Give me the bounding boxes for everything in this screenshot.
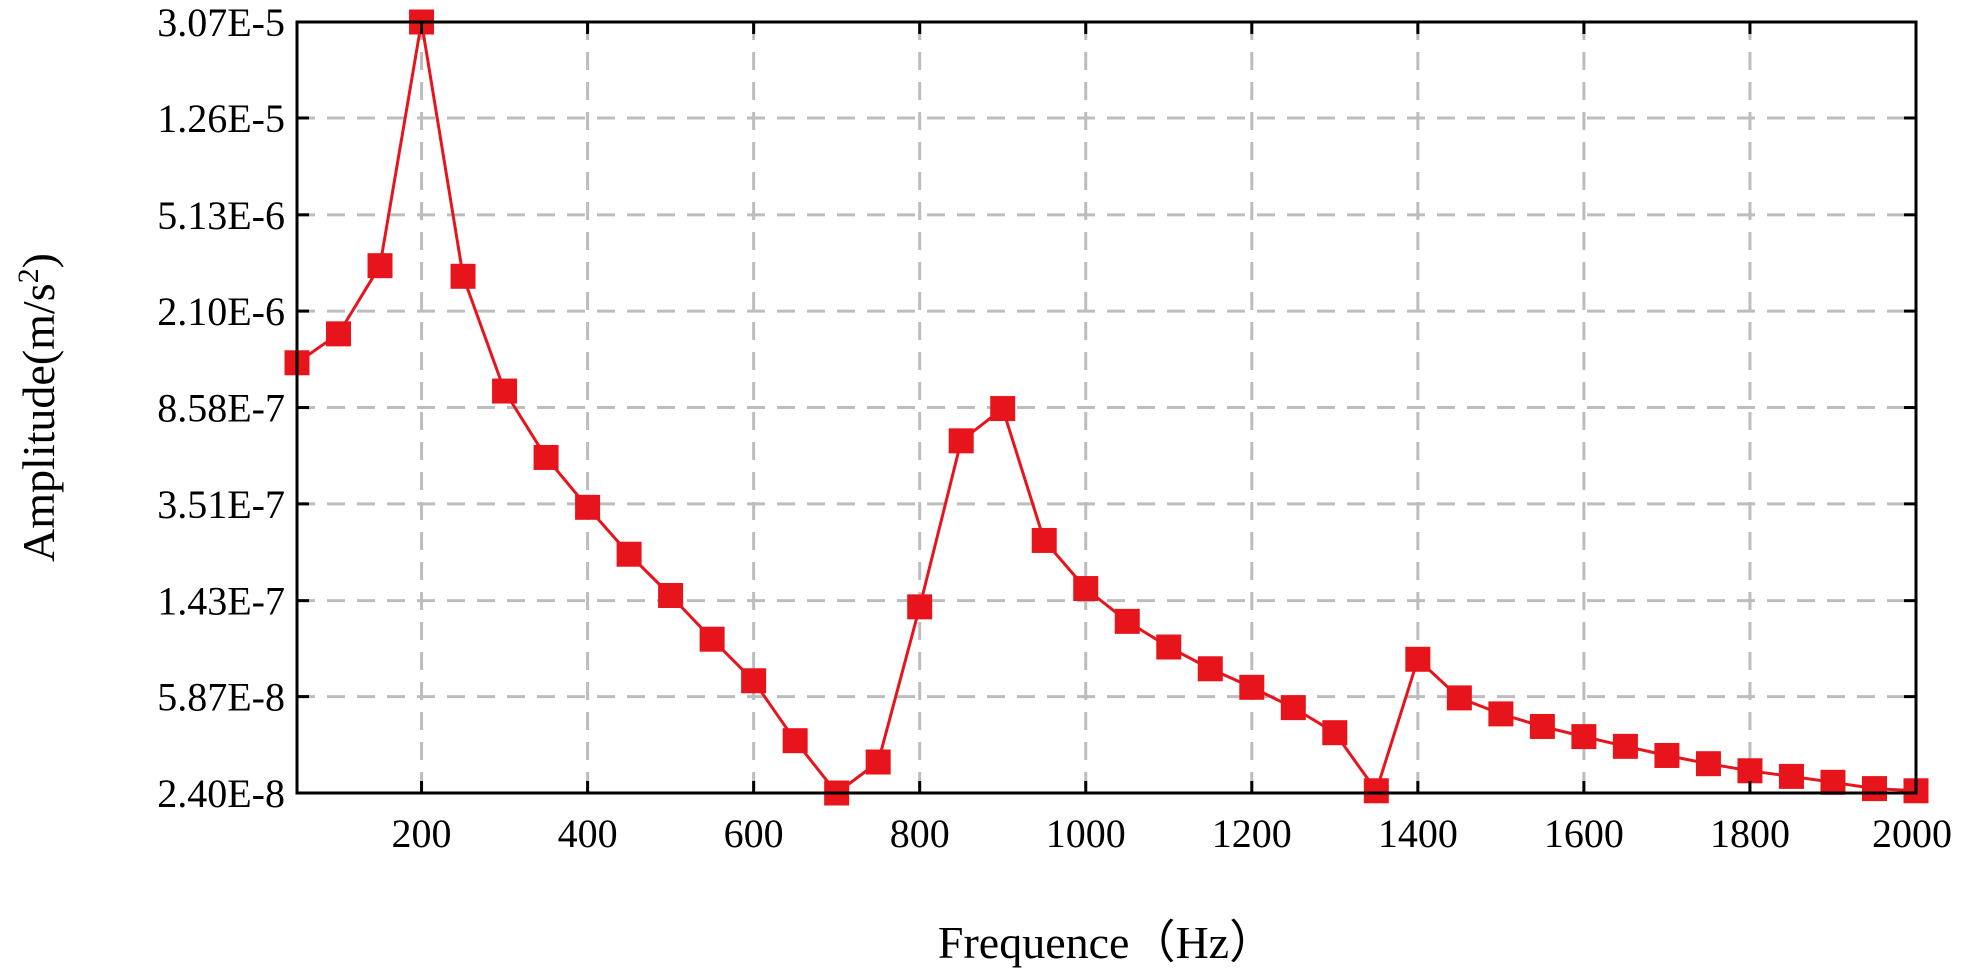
data-point [1571,724,1597,750]
series-line [296,20,1917,795]
x-tick-label: 200 [392,811,452,856]
y-tick-label: 3.07E-5 [157,0,285,45]
data-point [1446,685,1472,711]
tick-labels: 200 400 600 800 1000 1200 1400 1600 1800 2000 3.07… [157,0,1952,856]
x-tick-label: 800 [890,811,950,856]
data-point [533,444,559,470]
y-tick-label: 1.43E-7 [157,579,285,624]
x-tick-label: 2000 [1872,811,1952,856]
x-tick-label: 600 [724,811,784,856]
y-tick-label: 5.87E-8 [157,675,285,720]
y-tick-label: 1.26E-5 [157,96,285,141]
x-tick-label: 400 [558,811,618,856]
data-point [865,749,891,775]
data-point [907,594,933,620]
y-axis-title: Amplitude(m/s2) [12,253,65,562]
y-axis-title-superscript: 2 [12,268,45,283]
data-point [1695,751,1721,777]
axis-ticks [297,20,1918,795]
data-point [1612,733,1638,759]
data-point [1654,742,1680,768]
x-tick-label: 1200 [1212,811,1292,856]
data-point [367,253,393,279]
data-point [1197,656,1223,682]
x-axis-title: Frequence（Hz） [938,917,1275,968]
data-point [450,263,476,289]
data-point [326,321,352,347]
data-point [782,728,808,754]
data-point [1529,713,1555,739]
data-point [1737,758,1763,784]
data-point [1156,634,1182,660]
x-tick-label: 1400 [1378,811,1458,856]
y-axis-title-close: ) [13,253,64,268]
x-tick-label: 1800 [1710,811,1790,856]
data-point [1820,769,1846,795]
y-axis-title-base: Amplitude(m/s [13,283,64,562]
data-point [1114,608,1140,634]
data-point [1488,701,1514,727]
data-point [1073,576,1099,602]
y-tick-label: 2.10E-6 [157,289,285,334]
data-point [1031,527,1057,553]
data-point [1778,763,1804,789]
y-tick-label: 8.58E-7 [157,386,285,431]
data-point [1322,720,1348,746]
data-point [990,396,1016,422]
data-point [575,494,601,520]
data-point [1405,646,1431,672]
x-tick-label: 1000 [1046,811,1126,856]
y-tick-label: 2.40E-8 [157,771,285,816]
data-point [1239,674,1265,700]
y-tick-label: 5.13E-6 [157,193,285,238]
data-point [1861,776,1887,802]
x-tick-label: 1600 [1544,811,1624,856]
data-point [492,378,518,404]
y-tick-label: 3.51E-7 [157,482,285,527]
data-point [741,668,767,694]
data-point [1280,695,1306,721]
data-point [616,541,642,567]
data-point [658,582,684,608]
series-layer [284,9,1929,806]
data-point [1363,778,1389,804]
data-point [948,428,974,454]
data-point [699,626,725,652]
